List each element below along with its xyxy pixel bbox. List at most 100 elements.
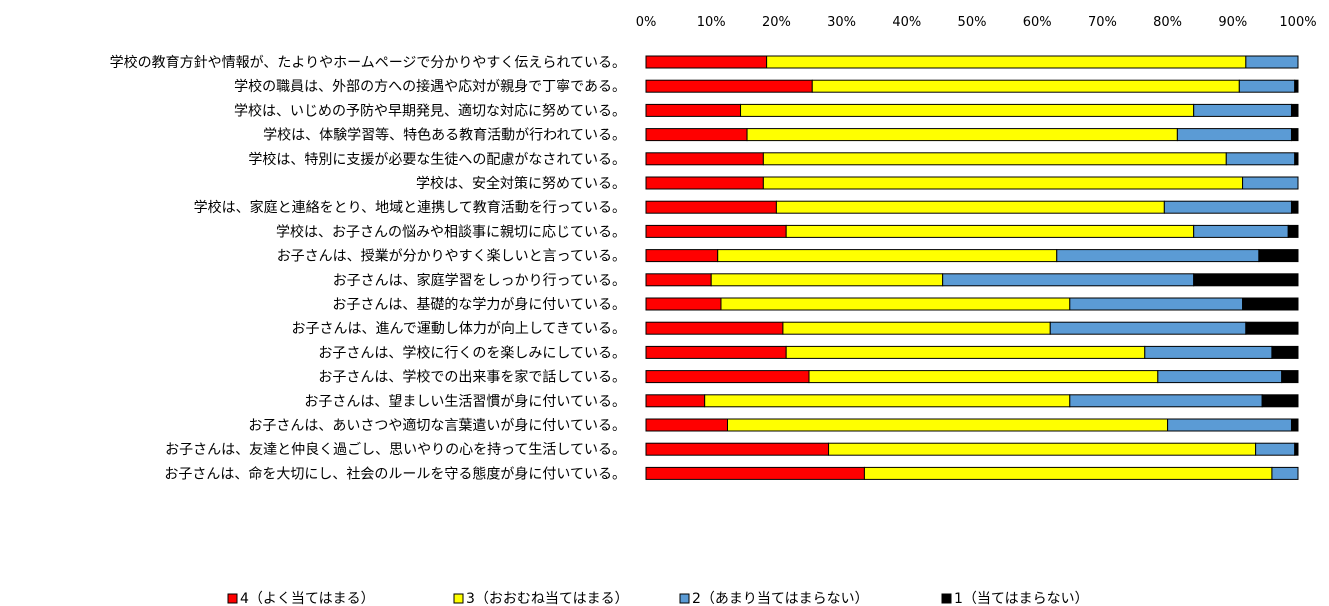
legend-swatch	[227, 593, 238, 604]
bar-segment	[1176, 128, 1292, 142]
legend-swatch	[453, 593, 464, 604]
category-label: 学校の教育方針や情報が、たよりやホームページで分かりやすく伝えられている。	[110, 54, 626, 71]
bar-segment	[645, 200, 777, 214]
category-label: 学校は、お子さんの悩みや相談事に親切に応じている。	[276, 223, 626, 240]
bar-segment	[1193, 103, 1292, 117]
bar-segment	[645, 128, 748, 142]
bar-segment	[808, 370, 1159, 384]
legend: 4（よく当てはまる） 3（おおむね当てはまる） 2（あまり当てはまらない） 1（当ては…	[227, 591, 1089, 606]
bar-segment	[645, 345, 787, 359]
bar-segment	[645, 249, 719, 263]
bar-segment	[1294, 79, 1299, 93]
category-label: お子さんは、友達と仲良く過ごし、思いやりの心を持って生活している。	[165, 442, 626, 458]
x-tick-label: 40%	[892, 15, 921, 30]
bar-segment	[828, 442, 1257, 456]
bar-segment	[704, 394, 1071, 408]
bar-segment	[1294, 442, 1299, 456]
bar-segment	[1056, 249, 1260, 263]
x-tick-label: 10%	[697, 15, 726, 30]
bar-segment	[1290, 200, 1299, 214]
bar-segment	[1163, 200, 1292, 214]
bar-segment	[645, 273, 712, 287]
bar-segment	[717, 249, 1058, 263]
legend-label: 3（おおむね当てはまる）	[466, 591, 629, 606]
bar-segment	[1238, 79, 1296, 93]
bar-segment	[1193, 273, 1299, 287]
bar-segment	[645, 442, 830, 456]
category-labels: 学校の教育方針や情報が、たよりやホームページで分かりやすく伝えられている。学校の…	[110, 54, 626, 482]
category-label: お子さんは、望ましい生活習慣が身に付いている。	[304, 393, 626, 410]
category-label: 学校は、安全対策に努めている。	[416, 175, 626, 192]
bar-segment	[645, 321, 784, 335]
category-label: お子さんは、基礎的な学力が身に付いている。	[332, 296, 626, 313]
bar-segment	[811, 79, 1240, 93]
bar-segment	[720, 297, 1071, 311]
bar-segment	[942, 273, 1195, 287]
x-tick-label: 100%	[1279, 15, 1316, 30]
bar-segment	[1242, 297, 1299, 311]
category-label: 学校の職員は、外部の方への接遇や応対が親身で丁寧である。	[234, 78, 626, 95]
x-tick-label: 90%	[1218, 15, 1247, 30]
bar-segment	[1290, 103, 1299, 117]
bar-segment	[645, 297, 722, 311]
bar-segment	[1255, 442, 1296, 456]
bar-segment	[1157, 370, 1283, 384]
legend-swatch	[679, 593, 690, 604]
bar-segment	[1245, 55, 1299, 69]
bar-segment	[645, 79, 813, 93]
category-label: 学校は、特別に支援が必要な生徒への配慮がなされている。	[248, 151, 626, 168]
x-tick-label: 20%	[762, 15, 791, 30]
x-tick-label: 50%	[958, 15, 987, 30]
bar-segment	[710, 273, 944, 287]
bar-segment	[1290, 418, 1299, 432]
legend-label: 4（よく当てはまる）	[240, 591, 375, 606]
category-label: お子さんは、学校での出来事を家で話している。	[318, 369, 626, 386]
bar-segment	[1271, 466, 1299, 480]
bar-segment	[1193, 224, 1289, 238]
category-label: お子さんは、命を大切にし、社会のルールを守る態度が身に付いている。	[164, 465, 626, 482]
bar-segment	[1144, 345, 1273, 359]
x-tick-label: 80%	[1153, 15, 1182, 30]
bar-segment	[782, 321, 1051, 335]
bar-segment	[762, 176, 1244, 190]
legend-label: 1（当てはまらない）	[954, 591, 1089, 606]
category-label: お子さんは、あいさつや適切な言葉遣いが身に付いている。	[248, 417, 626, 434]
bar-segment	[645, 152, 764, 166]
legend-swatch	[941, 593, 952, 604]
bar-segment	[1167, 418, 1292, 432]
bar-segment	[1069, 297, 1244, 311]
x-axis-ticks: 0% 10% 20% 30% 40% 50% 60% 70% 80% 90% 100%	[636, 15, 1317, 30]
bar-segment	[1242, 176, 1299, 190]
x-tick-label: 70%	[1088, 15, 1117, 30]
bar-segment	[1225, 152, 1296, 166]
bar-segment	[1049, 321, 1247, 335]
bar-segment	[645, 224, 787, 238]
bar-segment	[1287, 224, 1299, 238]
bars	[645, 55, 1299, 480]
bar-segment	[746, 128, 1178, 142]
bar-segment	[645, 370, 810, 384]
bar-segment	[645, 418, 728, 432]
bar-segment	[645, 466, 865, 480]
category-label: お子さんは、授業が分かりやすく楽しいと言っている。	[277, 249, 626, 265]
bar-segment	[1258, 249, 1299, 263]
bar-segment	[762, 152, 1227, 166]
bar-segment	[740, 103, 1195, 117]
category-label: 学校は、体験学習等、特色ある教育活動が行われている。	[263, 127, 626, 144]
x-tick-label: 60%	[1023, 15, 1052, 30]
bar-segment	[775, 200, 1165, 214]
category-label: お子さんは、家庭学習をしっかり行っている。	[333, 272, 626, 289]
bar-segment	[1245, 321, 1299, 335]
bar-segment	[645, 394, 706, 408]
category-label: 学校は、いじめの予防や早期発見、適切な対応に努めている。	[234, 102, 626, 119]
bar-segment	[645, 103, 742, 117]
bar-segment	[645, 176, 764, 190]
category-label: お子さんは、進んで運動し体力が向上してきている。	[292, 321, 626, 337]
bar-segment	[785, 345, 1146, 359]
bar-segment	[1290, 128, 1299, 142]
bar-segment	[727, 418, 1169, 432]
bar-segment	[863, 466, 1273, 480]
bar-segment	[1261, 394, 1299, 408]
bar-segment	[645, 55, 768, 69]
